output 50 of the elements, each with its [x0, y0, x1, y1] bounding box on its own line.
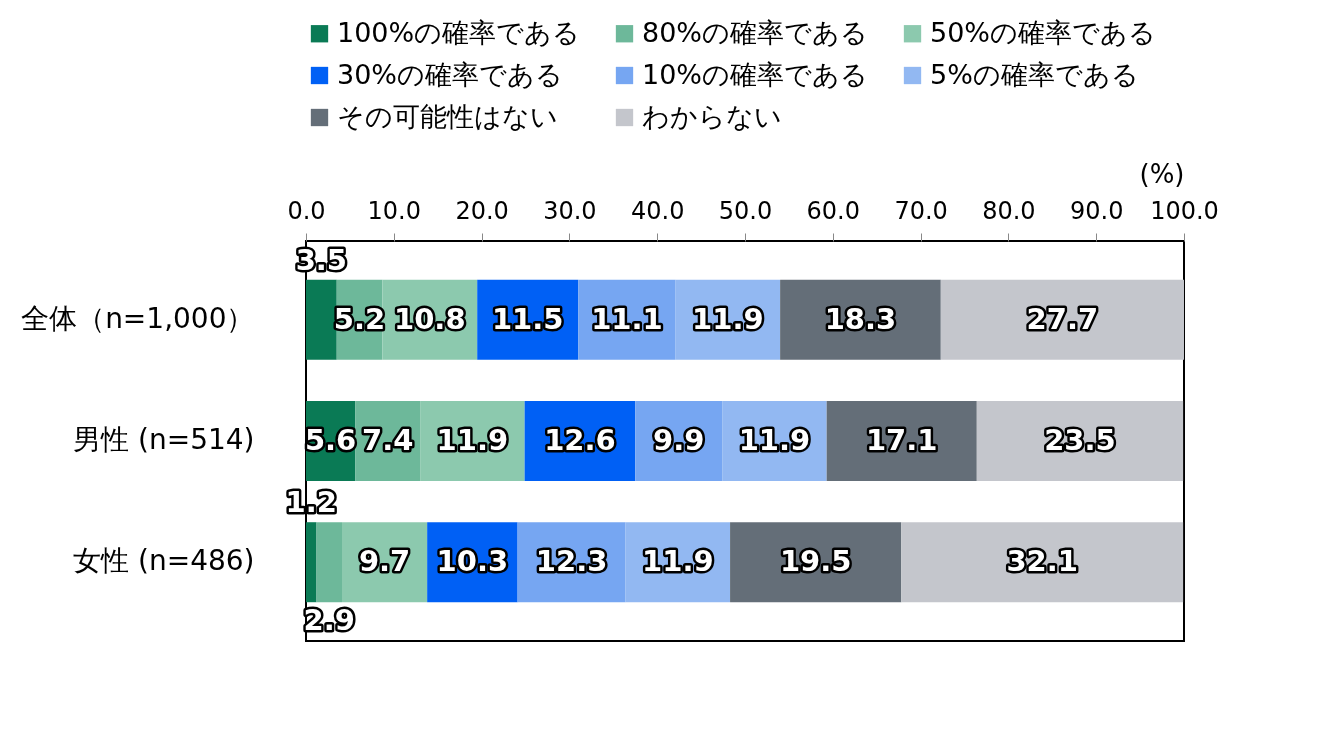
- x-tick-label: 0.0: [287, 196, 326, 225]
- y-tick-label: 全体（n=1,000）: [21, 301, 255, 335]
- data-label: 11.1: [591, 301, 663, 336]
- legend-label: 100%の確率である: [337, 16, 581, 48]
- data-label: 9.9: [653, 423, 705, 457]
- data-label: 11.9: [642, 544, 714, 579]
- data-label: 10.3: [436, 544, 509, 579]
- legend-label: わからない: [642, 100, 782, 132]
- x-tick-label: 30.0: [543, 196, 597, 225]
- x-tick-label: 40.0: [630, 196, 685, 225]
- data-label: 11.5: [491, 301, 564, 336]
- x-tick-label: 50.0: [718, 196, 773, 225]
- x-axis-title: (%): [1139, 158, 1185, 189]
- bar: [306, 522, 317, 603]
- legend-label: その可能性はない: [337, 100, 558, 132]
- x-tick-label: 100.0: [1150, 196, 1219, 225]
- data-label: 5.6: [304, 423, 357, 457]
- data-label: 12.3: [535, 544, 608, 579]
- legend-label: 10%の確率である: [642, 58, 869, 90]
- data-label: 11.9: [436, 423, 509, 457]
- data-label: 10.8: [394, 301, 466, 336]
- legend-label: 5%の確率である: [930, 58, 1139, 90]
- x-tick-label: 80.0: [982, 196, 1036, 225]
- bar: [901, 522, 1184, 603]
- data-label: 27.7: [1026, 301, 1099, 336]
- x-tick-label: 90.0: [1069, 196, 1124, 225]
- legend-label: 80%の確率である: [642, 16, 869, 48]
- data-label: 17.1: [865, 423, 938, 457]
- data-label: 32.1: [1006, 544, 1078, 579]
- data-label: 11.9: [738, 423, 811, 457]
- legend-label: 50%の確率である: [930, 16, 1157, 48]
- x-tick-label: 60.0: [806, 196, 861, 225]
- data-label: 23.5: [1044, 423, 1116, 457]
- bar: [940, 279, 1184, 360]
- y-tick-label: 女性 (n=486): [73, 544, 255, 578]
- data-label: 12.6: [544, 423, 616, 457]
- data-label: 9.7: [358, 544, 411, 579]
- data-label: 18.3: [824, 301, 897, 336]
- data-label: 7.4: [361, 423, 414, 457]
- x-tick-label: 20.0: [455, 196, 509, 225]
- bar: [316, 522, 342, 603]
- legend-label: 30%の確率である: [337, 58, 564, 90]
- bar: [976, 401, 1184, 481]
- data-label: 19.5: [779, 544, 852, 579]
- data-label: 5.2: [333, 301, 386, 336]
- x-tick-label: 70.0: [894, 196, 948, 225]
- data-label: 11.9: [692, 301, 764, 336]
- bar: [306, 279, 337, 360]
- y-tick-label: 男性 (n=514): [73, 423, 255, 456]
- x-tick-label: 10.0: [367, 196, 422, 225]
